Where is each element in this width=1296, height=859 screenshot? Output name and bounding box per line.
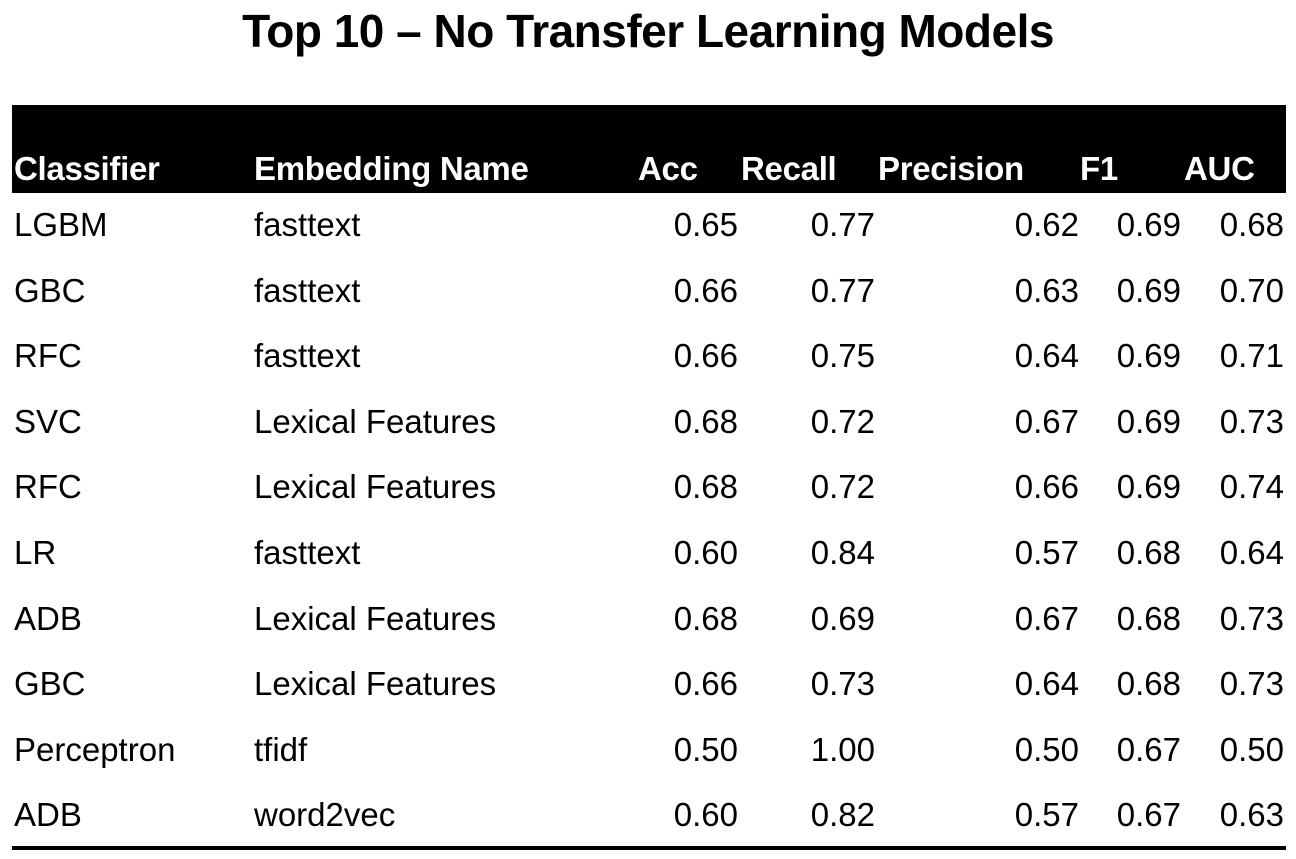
table-row: GBC Lexical Features 0.66 0.73 0.64 0.68… [12,652,1286,718]
cell-precision: 0.62 [1014,206,1079,243]
cell-precision: 0.66 [1014,468,1079,506]
cell-auc: 0.71 [1219,337,1284,375]
table-bottom-rule [12,846,1286,850]
cell-auc: 0.73 [1219,402,1284,440]
page-title: Top 10 – No Transfer Learning Models [242,5,1054,57]
cell-embedding-name: Lexical Features [254,402,497,440]
cell-f1: 0.68 [1116,533,1181,571]
header-recall: Recall [741,150,837,187]
results-table: Classifier Embedding Name Acc Recall Pre… [12,105,1286,849]
table-row: RFC fasttext 0.66 0.75 0.64 0.69 0.71 [12,324,1286,390]
table-header: Classifier Embedding Name Acc Recall Pre… [12,105,1286,193]
cell-f1: 0.67 [1116,796,1181,834]
cell-precision: 0.57 [1014,533,1079,571]
table-row: RFC Lexical Features 0.68 0.72 0.66 0.69… [12,455,1286,521]
cell-f1: 0.68 [1116,665,1181,703]
cell-precision: 0.67 [1014,599,1079,637]
cell-classifier: Perceptron [14,730,176,768]
table-row: GBC fasttext 0.66 0.77 0.63 0.69 0.70 [12,259,1286,325]
cell-auc: 0.74 [1219,468,1284,506]
cell-classifier: SVC [14,402,82,440]
cell-acc: 0.60 [673,533,738,571]
cell-embedding-name: Lexical Features [254,599,497,637]
cell-classifier: LGBM [14,206,108,243]
cell-auc: 0.68 [1219,206,1284,243]
cell-auc: 0.73 [1219,599,1284,637]
cell-recall: 0.72 [810,468,875,506]
cell-precision: 0.50 [1014,730,1079,768]
header-acc: Acc [638,150,698,187]
cell-acc: 0.50 [673,730,738,768]
cell-precision: 0.67 [1014,402,1079,440]
cell-f1: 0.69 [1116,402,1181,440]
table-row: LR fasttext 0.60 0.84 0.57 0.68 0.64 [12,521,1286,587]
cell-acc: 0.66 [673,271,738,309]
cell-f1: 0.69 [1116,271,1181,309]
table-row: ADB Lexical Features 0.68 0.69 0.67 0.68… [12,587,1286,653]
cell-classifier: GBC [14,271,86,309]
header-classifier: Classifier [14,150,160,187]
cell-acc: 0.66 [673,337,738,375]
cell-precision: 0.63 [1014,271,1079,309]
cell-acc: 0.66 [673,665,738,703]
cell-f1: 0.69 [1116,337,1181,375]
table-row: SVC Lexical Features 0.68 0.72 0.67 0.69… [12,390,1286,456]
cell-recall: 0.77 [810,206,875,243]
cell-classifier: RFC [14,337,82,375]
cell-classifier: ADB [14,796,82,834]
table-row: Perceptron tfidf 0.50 1.00 0.50 0.67 0.5… [12,718,1286,784]
cell-f1: 0.69 [1116,206,1181,243]
cell-f1: 0.67 [1116,730,1181,768]
cell-recall: 0.69 [810,599,875,637]
cell-recall: 0.73 [810,665,875,703]
table-row: ADB word2vec 0.60 0.82 0.57 0.67 0.63 [12,783,1286,849]
cell-f1: 0.69 [1116,468,1181,506]
cell-embedding-name: Lexical Features [254,468,497,506]
cell-precision: 0.64 [1014,665,1079,703]
cell-classifier: GBC [14,665,86,703]
table-row: LGBM fasttext 0.65 0.77 0.62 0.69 0.68 [12,193,1286,259]
cell-recall: 0.75 [810,337,875,375]
cell-classifier: RFC [14,468,82,506]
cell-embedding-name: fasttext [254,533,361,571]
cell-recall: 0.72 [810,402,875,440]
cell-recall: 1.00 [810,730,875,768]
cell-auc: 0.63 [1219,796,1284,834]
cell-recall: 0.77 [810,271,875,309]
cell-embedding-name: Lexical Features [254,665,497,703]
cell-classifier: LR [14,533,57,571]
cell-auc: 0.70 [1219,271,1284,309]
cell-precision: 0.57 [1014,796,1079,834]
cell-acc: 0.68 [673,468,738,506]
cell-embedding-name: tfidf [254,730,308,768]
cell-acc: 0.65 [673,206,738,243]
cell-embedding-name: fasttext [254,337,361,375]
cell-recall: 0.82 [810,796,875,834]
cell-acc: 0.68 [673,599,738,637]
cell-precision: 0.64 [1014,337,1079,375]
cell-acc: 0.60 [673,796,738,834]
cell-classifier: ADB [14,599,82,637]
cell-auc: 0.73 [1219,665,1284,703]
cell-embedding-name: word2vec [254,796,396,834]
header-auc: AUC [1184,150,1255,187]
cell-auc: 0.64 [1219,533,1284,571]
cell-acc: 0.68 [673,402,738,440]
header-f1: F1 [1080,150,1118,187]
cell-embedding-name: fasttext [254,271,361,309]
cell-f1: 0.68 [1116,599,1181,637]
cell-recall: 0.84 [810,533,875,571]
header-embedding-name: Embedding Name [254,150,529,187]
header-precision: Precision [878,150,1024,187]
cell-auc: 0.50 [1219,730,1284,768]
cell-embedding-name: fasttext [254,206,361,243]
